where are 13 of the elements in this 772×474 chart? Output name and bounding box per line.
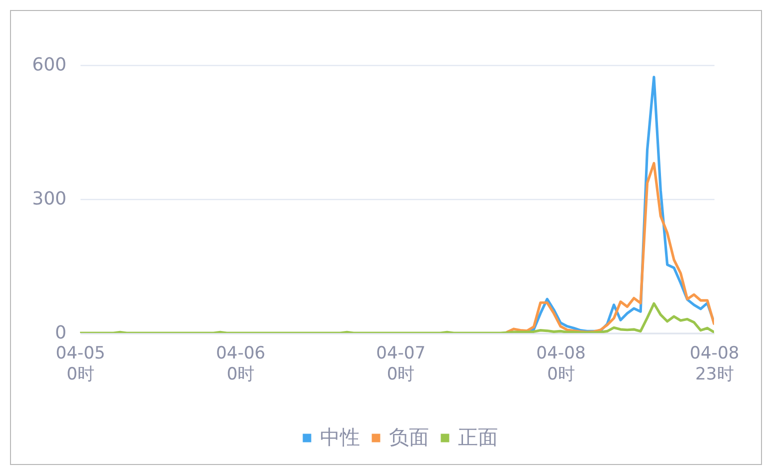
line-series [506, 162, 714, 333]
line-series [80, 302, 714, 333]
legend-label: 中性 [320, 425, 360, 449]
legend-label: 负面 [389, 425, 429, 449]
x-tick-label: 04-07 0时 [376, 344, 426, 384]
x-tick-label: 04-05 0时 [56, 344, 106, 384]
y-tick-label: 300 [32, 188, 66, 210]
x-tick-label: 04-08 23时 [690, 344, 740, 384]
y-tick-label: 600 [32, 54, 66, 76]
x-tick-label: 04-08 0时 [536, 344, 586, 384]
x-tick-label: 04-06 0时 [216, 344, 266, 384]
legend-label: 正面 [458, 425, 498, 449]
y-tick-label: 0 [55, 322, 66, 344]
